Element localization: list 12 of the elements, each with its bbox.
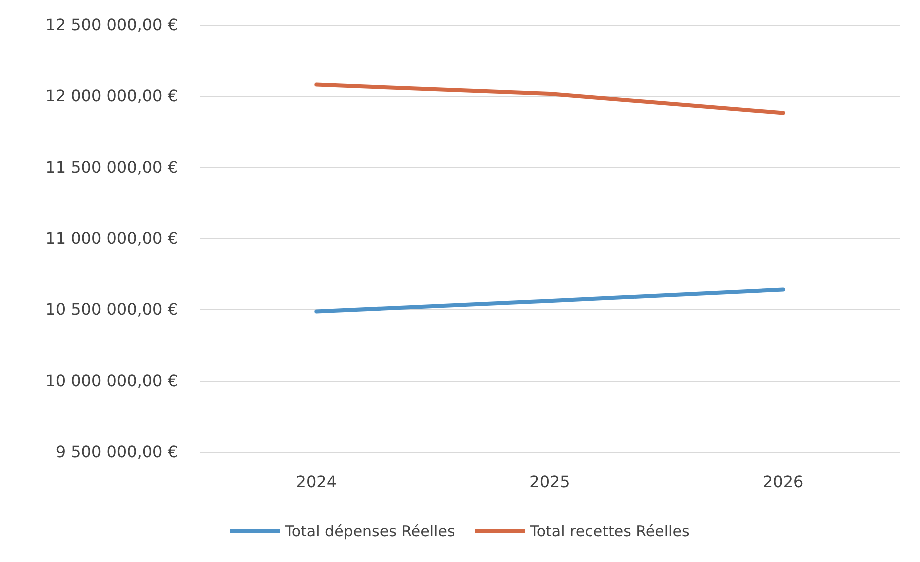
- legend-label: Total recettes Réelles: [529, 522, 690, 540]
- y-tick-label: 10 000 000,00 €: [46, 371, 178, 390]
- x-tick-label: 2026: [762, 472, 804, 492]
- y-tick-label: 11 000 000,00 €: [46, 229, 178, 248]
- y-tick-label: 10 500 000,00 €: [46, 300, 178, 320]
- y-tick-label: 11 500 000,00 €: [46, 158, 178, 177]
- y-tick-label: 9 500 000,00 €: [56, 442, 178, 462]
- y-tick-label: 12 500 000,00 €: [46, 16, 178, 34]
- x-tick-label: 2025: [530, 472, 570, 492]
- legend-label: Total dépenses Réelles: [284, 522, 456, 540]
- y-tick-label: 12 000 000,00 €: [46, 86, 178, 106]
- x-tick-label: 2024: [296, 472, 338, 492]
